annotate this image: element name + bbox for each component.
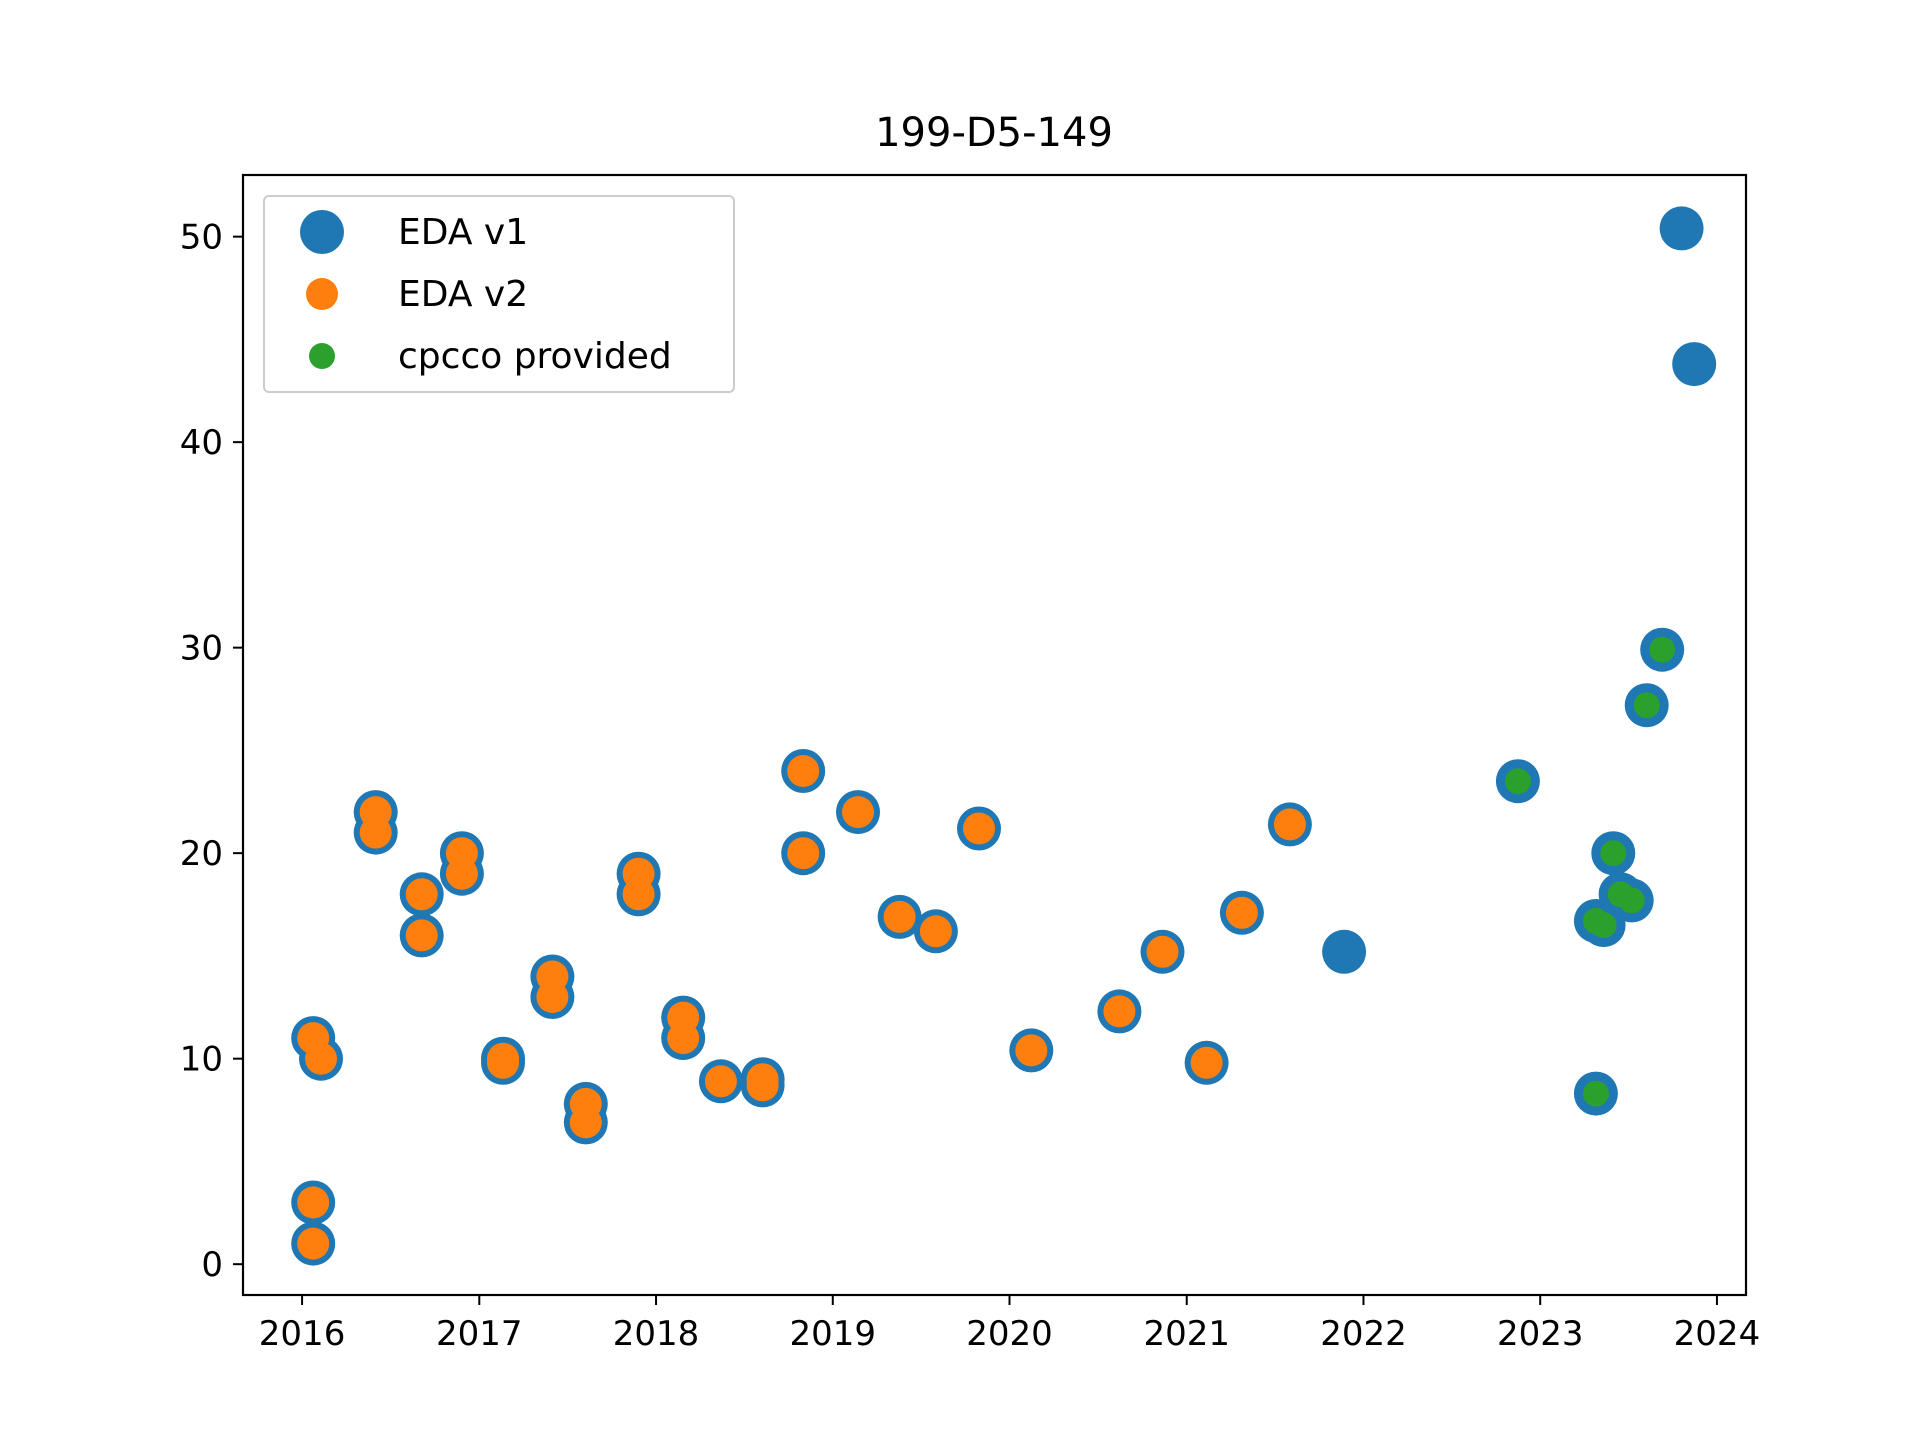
series-cpcco-provided <box>1504 636 1676 1107</box>
x-tick-label: 2018 <box>613 1314 700 1354</box>
data-point <box>919 915 952 948</box>
data-point <box>746 1069 779 1102</box>
axes-frame <box>241 173 1748 1297</box>
data-point <box>1659 206 1704 251</box>
data-point <box>1618 887 1645 914</box>
data-point <box>1015 1034 1048 1067</box>
data-point <box>883 900 916 933</box>
data-point <box>297 1227 330 1260</box>
x-tick-label: 2023 <box>1497 1314 1584 1354</box>
axis-ticks: 2016 2017 2018 2019 2020 2021 2022 2023 2024 0 10 2… <box>180 218 1760 1354</box>
legend: EDA v1 EDA v2 cpcco provided <box>263 195 735 393</box>
legend-frame <box>263 195 735 393</box>
data-point <box>445 857 478 890</box>
x-tick-label: 2022 <box>1320 1314 1407 1354</box>
y-tick-label: 40 <box>180 423 223 463</box>
data-point <box>405 919 438 952</box>
data-point <box>667 1022 700 1055</box>
data-point <box>1273 808 1306 841</box>
legend-marker-eda-v2 <box>306 278 338 310</box>
data-point <box>787 837 820 870</box>
data-point <box>1582 1080 1609 1107</box>
y-tick-label: 0 <box>201 1245 223 1285</box>
legend-label-eda-v2: EDA v2 <box>398 274 528 315</box>
data-point <box>622 878 655 911</box>
plot-area <box>291 206 1717 1266</box>
legend-label-eda-v1: EDA v1 <box>398 212 528 253</box>
data-point <box>1322 929 1367 974</box>
data-point <box>787 755 820 787</box>
y-tick-label: 30 <box>180 629 223 669</box>
y-tick-label: 10 <box>180 1040 223 1080</box>
data-point <box>405 878 438 911</box>
series-eda-v2 <box>297 755 1306 1260</box>
data-point <box>1672 342 1717 387</box>
data-point <box>1649 636 1676 663</box>
data-point <box>1225 896 1258 929</box>
data-point <box>1590 912 1617 939</box>
data-point <box>1633 692 1660 719</box>
y-tick-label: 20 <box>180 834 223 874</box>
chart-title: 199-D5-149 <box>875 110 1113 156</box>
data-point <box>569 1106 602 1139</box>
x-tick-label: 2021 <box>1143 1314 1230 1354</box>
data-point <box>1504 768 1531 795</box>
data-point <box>704 1065 737 1098</box>
x-tick-label: 2017 <box>436 1314 523 1354</box>
data-point <box>359 816 392 849</box>
x-tick-label: 2019 <box>790 1314 877 1354</box>
legend-label-cpcco-provided: cpcco provided <box>398 336 672 377</box>
y-tick-label: 50 <box>180 218 223 258</box>
data-point <box>1600 840 1627 867</box>
x-tick-label: 2020 <box>966 1314 1053 1354</box>
data-point <box>305 1042 337 1075</box>
data-point <box>536 981 569 1013</box>
x-tick-label: 2024 <box>1674 1314 1761 1354</box>
data-point <box>963 812 995 845</box>
legend-marker-cpcco-provided <box>309 343 335 369</box>
x-tick-label: 2016 <box>259 1314 346 1354</box>
data-point <box>297 1186 330 1219</box>
legend-marker-eda-v1 <box>300 210 344 254</box>
data-point <box>487 1046 519 1079</box>
data-point <box>1146 935 1179 968</box>
data-point <box>842 796 874 829</box>
data-point <box>1190 1046 1223 1079</box>
data-point <box>1103 995 1136 1028</box>
